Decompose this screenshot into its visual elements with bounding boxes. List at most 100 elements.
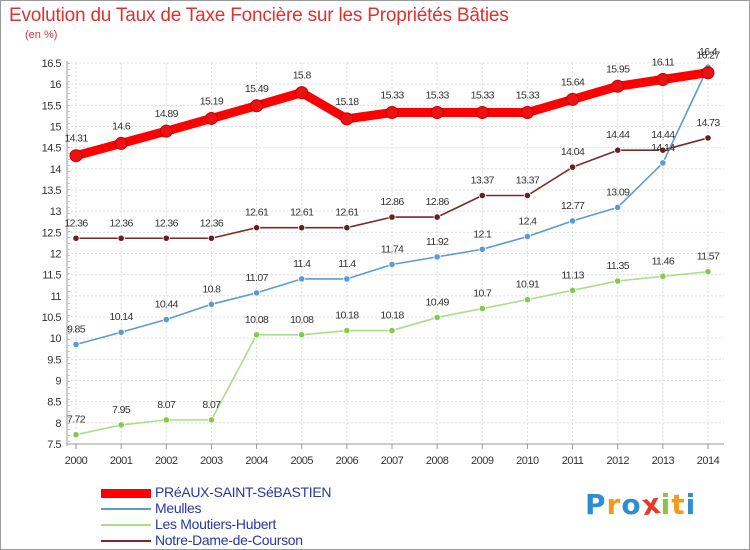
data-point (252, 224, 261, 232)
y-tick-label: 14.5 (42, 143, 62, 155)
data-label: 10.08 (245, 314, 269, 326)
data-point (72, 431, 80, 439)
data-label: 14.44 (651, 129, 675, 141)
data-label: 12.61 (290, 207, 314, 219)
legend-label: Meulles (155, 500, 202, 516)
x-tick-label: 2000 (65, 455, 88, 467)
x-tick-label: 2014 (697, 455, 720, 467)
data-point (250, 99, 264, 113)
data-label: 11.4 (338, 258, 356, 270)
data-label: 7.72 (67, 414, 86, 426)
data-label: 11.35 (606, 260, 629, 272)
data-label: 12.36 (64, 217, 88, 229)
data-point (72, 234, 80, 242)
legend-swatch (101, 508, 151, 510)
data-label: 14.14 (651, 142, 675, 154)
data-label: 13.37 (516, 175, 540, 187)
proxiti-logo: Proxiti (585, 486, 696, 523)
data-label: 15.64 (561, 76, 585, 88)
data-label: 10.8 (202, 283, 221, 295)
legend-swatch (101, 524, 151, 526)
data-point (162, 315, 170, 324)
data-point (117, 421, 125, 429)
logo-letter: P (585, 488, 607, 521)
x-tick-label: 2001 (110, 455, 133, 467)
data-point (298, 224, 306, 232)
logo-letter: t (671, 488, 686, 521)
data-point (117, 234, 125, 242)
x-tick-label: 2007 (381, 455, 404, 467)
data-label: 11.74 (381, 244, 404, 256)
data-point (162, 234, 170, 242)
y-tick-label: 11.5 (42, 270, 61, 282)
data-point (475, 106, 489, 120)
data-label: 11.46 (652, 255, 675, 267)
y-tick-label: 15 (50, 122, 62, 134)
data-label: 14.44 (606, 129, 630, 141)
data-point (433, 253, 441, 261)
data-label: 10.08 (290, 314, 314, 326)
data-label: 8.07 (157, 399, 176, 411)
data-label: 11.13 (561, 269, 584, 281)
data-label: 12.4 (518, 216, 537, 228)
data-label: 12.86 (426, 196, 450, 208)
y-tick-label: 16.5 (42, 58, 62, 70)
logo-letter: x (639, 486, 663, 523)
data-label: 11.4 (293, 258, 311, 270)
data-point (343, 224, 351, 232)
data-label: 10.49 (426, 296, 450, 308)
data-label: 15.8 (293, 70, 312, 82)
data-label: 7.95 (112, 404, 131, 416)
data-point (478, 304, 486, 313)
data-point (659, 272, 667, 280)
data-point (656, 73, 670, 87)
data-label: 14.31 (64, 133, 88, 145)
data-label: 10.18 (380, 310, 404, 322)
y-tick-label: 9 (55, 376, 61, 388)
data-point (520, 106, 534, 120)
data-label: 15.19 (200, 95, 224, 107)
data-label: 8.07 (202, 399, 221, 411)
data-label: 12.86 (380, 196, 404, 208)
y-tick-label: 9.5 (47, 354, 61, 366)
data-point (207, 416, 216, 424)
y-tick-label: 7.5 (47, 439, 61, 451)
data-point (298, 275, 306, 283)
data-label: 13.09 (606, 186, 630, 198)
data-label: 15.95 (606, 63, 630, 75)
y-axis-unit: (en %) (25, 29, 58, 41)
x-tick-label: 2012 (606, 455, 629, 467)
data-point (204, 111, 218, 125)
x-tick-label: 2003 (200, 455, 223, 467)
data-point (388, 260, 396, 269)
data-point (72, 340, 80, 349)
data-point (117, 328, 125, 336)
y-tick-label: 16 (50, 79, 62, 91)
y-tick-label: 13 (50, 206, 62, 218)
data-label: 12.36 (110, 217, 134, 229)
data-label: 15.49 (245, 83, 269, 95)
data-point (611, 79, 625, 93)
data-label: 12.36 (155, 217, 179, 229)
data-point (701, 66, 715, 80)
data-point (298, 331, 306, 339)
legend-swatch (101, 488, 151, 498)
data-label: 15.33 (426, 90, 450, 102)
data-label: 16.4 (699, 46, 718, 58)
y-tick-label: 14 (50, 164, 62, 176)
data-label: 15.18 (335, 96, 359, 108)
data-point (433, 213, 441, 221)
data-label: 12.36 (200, 217, 224, 229)
data-point (478, 245, 486, 253)
data-point (659, 159, 667, 167)
logo-letter: i (660, 488, 672, 521)
data-point (433, 313, 441, 322)
y-tick-label: 10.5 (42, 312, 62, 324)
data-point (478, 191, 486, 200)
data-label: 14.73 (696, 117, 720, 129)
data-label: 10.44 (155, 299, 179, 311)
data-point (568, 163, 577, 171)
data-point (114, 136, 128, 150)
x-tick-label: 2002 (155, 455, 178, 467)
